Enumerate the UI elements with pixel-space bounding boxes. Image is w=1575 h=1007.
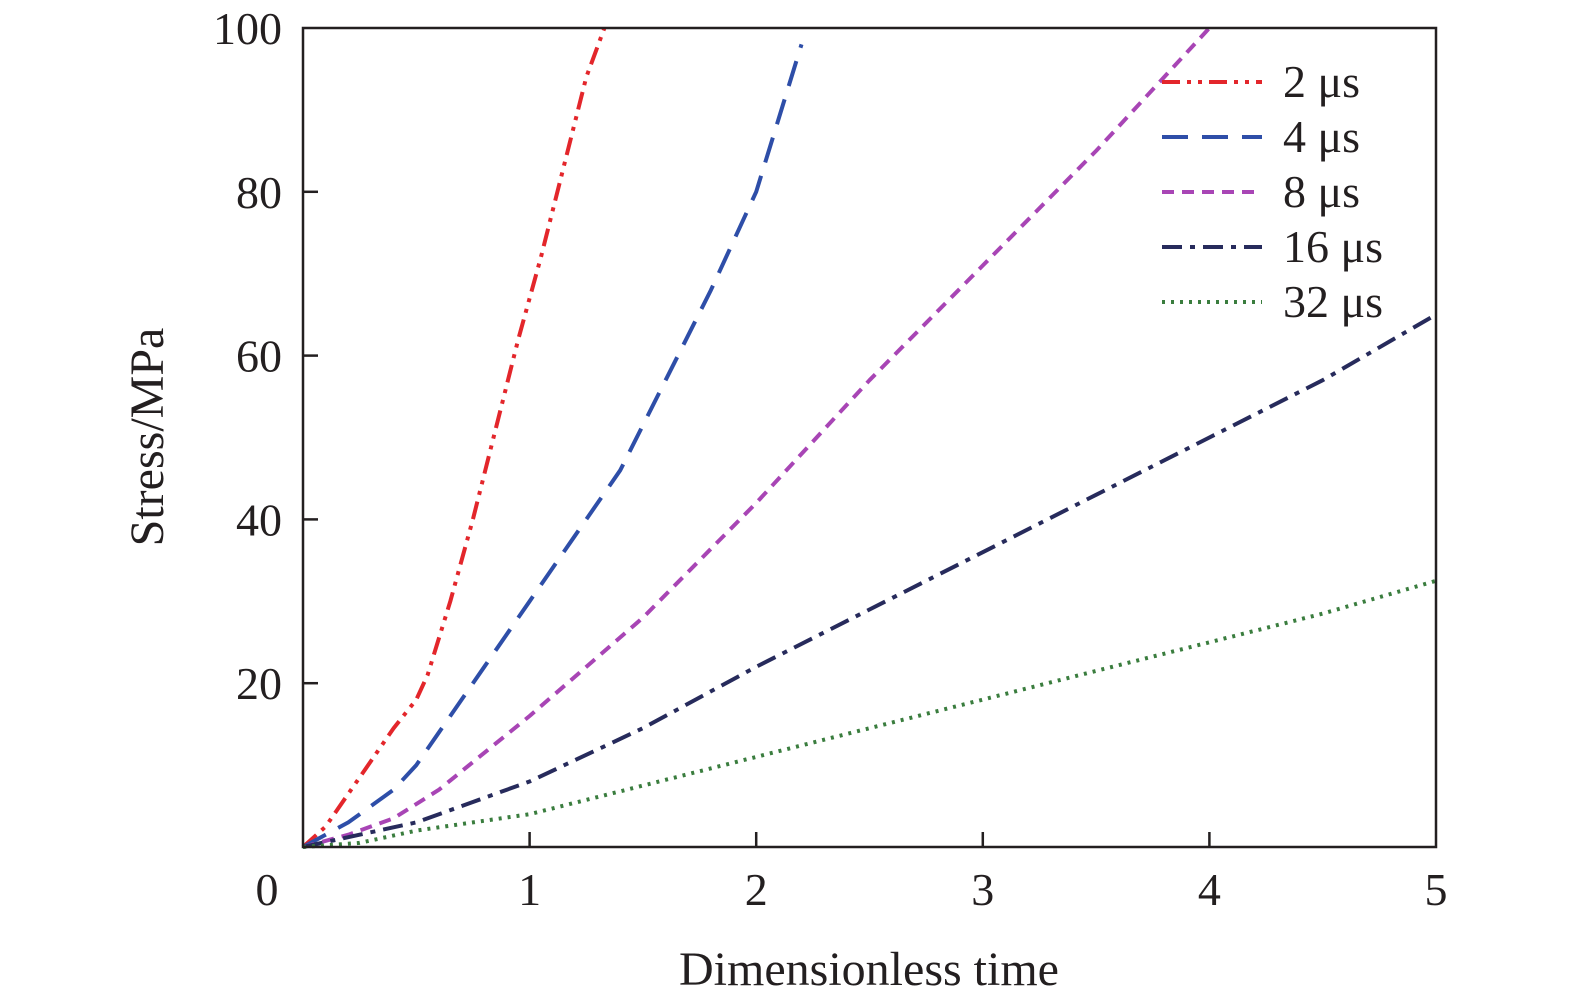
series-line-0 [301, 27, 607, 849]
x-tick-label: 4 [1198, 864, 1221, 915]
legend-label-2: 8 μs [1283, 166, 1360, 217]
x-tick-label: 1 [518, 864, 541, 915]
series-line-1 [302, 43, 804, 849]
x-tick-label: 0 [256, 864, 279, 915]
x-tick-label: 5 [1425, 864, 1448, 915]
plot-frame [301, 26, 1438, 849]
legend-label-4: 32 μs [1283, 276, 1383, 327]
y-tick-label: 60 [236, 331, 282, 382]
y-tick-label: 40 [236, 494, 282, 545]
legend-label-1: 4 μs [1283, 111, 1360, 162]
series-line-3 [302, 312, 1438, 849]
y-axis-title: Stress/MPa [121, 328, 174, 547]
series-line-2 [302, 26, 1211, 849]
x-tick-labels: 0 1 2 3 4 5 [256, 864, 1448, 915]
y-tick-label: 80 [236, 167, 282, 218]
series-line-4 [302, 578, 1437, 849]
y-tick-label: 100 [213, 3, 282, 54]
x-axis-title: Dimensionless time [679, 943, 1059, 996]
legend-label-3: 16 μs [1283, 221, 1383, 272]
x-tick-label: 3 [971, 864, 994, 915]
series-layer [301, 26, 1438, 849]
ticks-layer [303, 190, 1211, 847]
x-tick-label: 2 [745, 864, 768, 915]
legend-label-0: 2 μs [1283, 56, 1360, 107]
y-tick-label: 20 [236, 658, 282, 709]
y-tick-labels: 20 40 60 80 100 [213, 3, 282, 709]
